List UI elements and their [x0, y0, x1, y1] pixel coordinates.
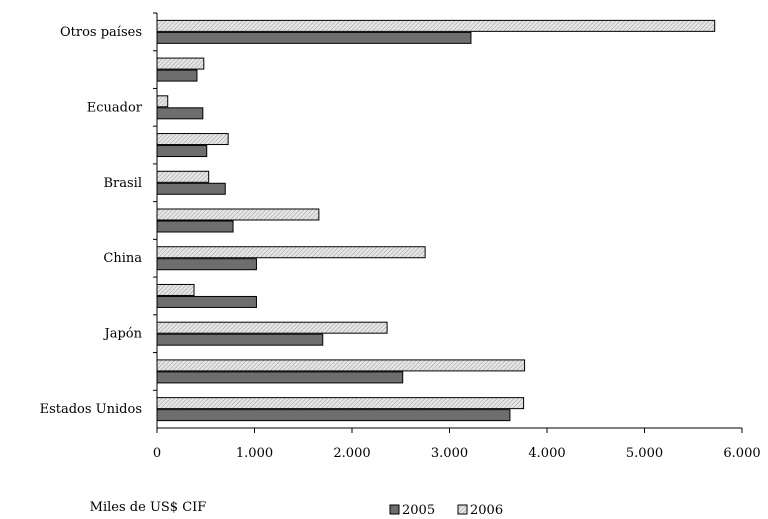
bar-2006-6 [156, 246, 426, 259]
category-label-4: Brasil [103, 176, 142, 191]
bar-2005-5 [156, 220, 234, 233]
bar-2005-6 [156, 258, 257, 271]
bar-2006-7 [156, 283, 195, 296]
bar-2005-7 [156, 295, 257, 308]
legend-swatch-2006 [457, 504, 468, 515]
category-label-8: Japón [103, 327, 143, 342]
category-label-6: China [103, 251, 142, 266]
bar-2006-5 [156, 208, 320, 221]
bar-2006-9 [156, 359, 526, 372]
bar-2006-1 [156, 57, 205, 70]
x-tick-label-3: 3.000 [431, 446, 468, 461]
bar-2006-10 [156, 397, 525, 410]
plot-area: Otros países Ecuador Brasil China Japón Estad… [40, 12, 761, 461]
x-tick-label-2: 2.000 [333, 446, 370, 461]
bar-2005-1 [156, 69, 198, 82]
bar-2006-0 [156, 19, 716, 32]
x-tick-label-4: 4.000 [528, 446, 565, 461]
bar-2005-3 [156, 145, 208, 158]
x-axis-label: Miles de US$ CIF [90, 500, 207, 515]
bar-2005-9 [156, 371, 404, 384]
bar-2006-3 [156, 133, 229, 146]
bar-2006-8 [156, 321, 388, 334]
legend: 2005 2006 [389, 503, 503, 518]
x-tick-label-1: 1.000 [236, 446, 273, 461]
bar-2005-4 [156, 182, 226, 195]
category-label-2: Ecuador [87, 100, 143, 115]
bar-2006-2 [156, 95, 169, 108]
x-tick-label-6: 6.000 [723, 446, 760, 461]
legend-swatch-2005 [389, 504, 400, 515]
bar-2005-0 [156, 31, 472, 44]
x-tick-label-5: 5.000 [626, 446, 663, 461]
x-tick-label-0: 0 [153, 446, 161, 461]
legend-label-2006: 2006 [470, 503, 503, 518]
bar-2005-2 [156, 107, 204, 120]
bar-2006-4 [156, 170, 210, 183]
bar-2005-10 [156, 409, 511, 422]
category-label-10: Estados Unidos [40, 402, 142, 417]
legend-label-2005: 2005 [402, 503, 435, 518]
bar-2005-8 [156, 333, 324, 346]
category-label-0: Otros países [60, 25, 142, 40]
